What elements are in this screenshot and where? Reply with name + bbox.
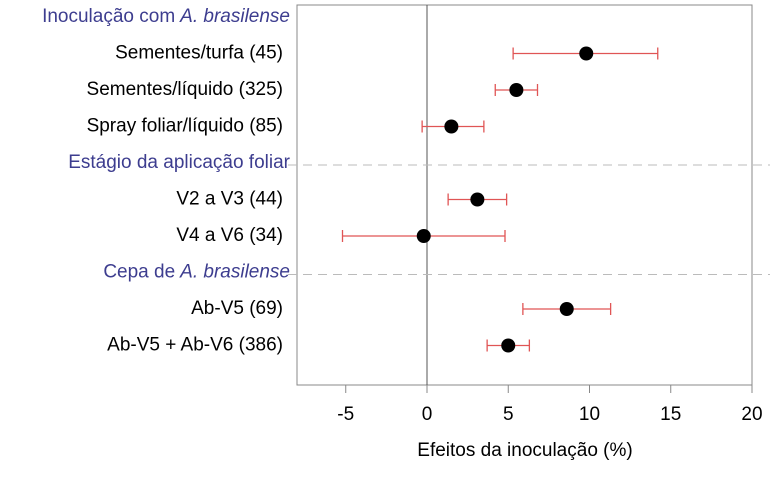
group-header-italic: A. brasilense bbox=[179, 6, 290, 27]
group-header: Cepa de A. brasilense bbox=[103, 262, 290, 283]
point bbox=[501, 338, 516, 353]
group-header-text: Estágio da aplicação foliar bbox=[68, 152, 290, 173]
x-tick-label: 10 bbox=[579, 404, 600, 425]
point bbox=[416, 229, 431, 243]
group-header-text: Inoculação com bbox=[42, 6, 175, 27]
plot-frame bbox=[296, 4, 753, 386]
x-tick-label: 20 bbox=[741, 404, 762, 425]
group-header: Inoculação com A. brasilense bbox=[42, 6, 290, 27]
row-label: V2 a V3 (44) bbox=[176, 189, 283, 210]
x-tick-label: 15 bbox=[660, 404, 681, 425]
row-label: Sementes/líquido (325) bbox=[87, 79, 283, 100]
point bbox=[579, 46, 594, 61]
group-header: Estágio da aplicação foliar bbox=[68, 152, 290, 173]
x-tick-label: -5 bbox=[337, 404, 354, 425]
row-label: Spray foliar/líquido (85) bbox=[87, 116, 283, 137]
row-label: V4 a V6 (34) bbox=[176, 225, 283, 246]
point bbox=[559, 302, 574, 316]
point bbox=[470, 192, 485, 207]
group-header-text: Cepa de bbox=[103, 262, 175, 283]
group-header-italic: A. brasilense bbox=[179, 262, 290, 283]
row-label: Sementes/turfa (45) bbox=[115, 43, 283, 64]
point bbox=[509, 83, 524, 97]
x-axis-label: Efeitos da inoculação (%) bbox=[417, 440, 632, 461]
row-label: Ab-V5 + Ab-V6 (386) bbox=[107, 335, 283, 356]
point bbox=[444, 119, 459, 134]
row-label: Ab-V5 (69) bbox=[191, 298, 283, 319]
x-tick-label: 5 bbox=[503, 404, 514, 425]
x-tick-label: 0 bbox=[422, 404, 433, 425]
